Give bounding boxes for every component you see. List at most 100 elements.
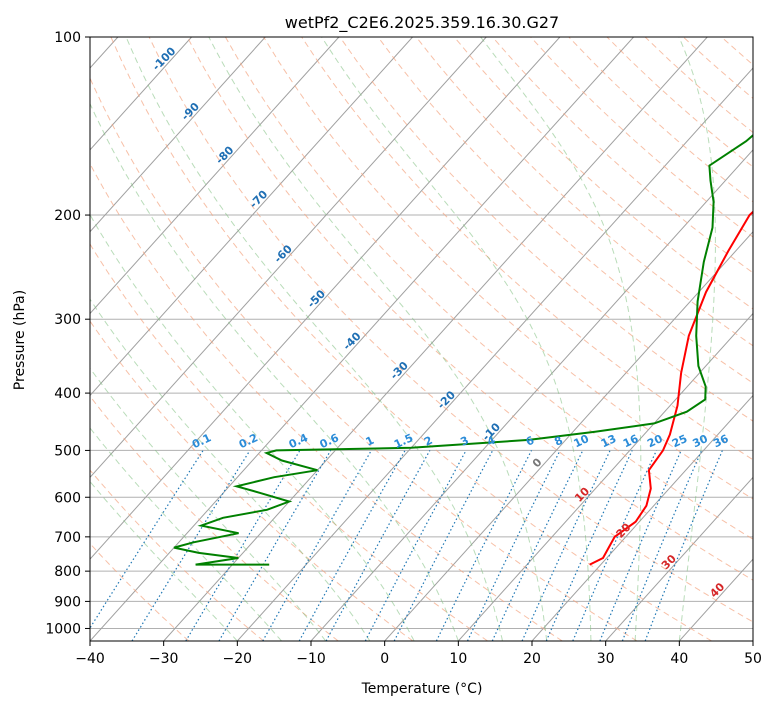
mixing-ratio-label: 0.2 [237, 431, 260, 451]
isotherm-line [678, 558, 753, 641]
isotherm-line [90, 37, 340, 315]
moist-adiabat [480, 37, 642, 641]
x-tick-label: 10 [449, 651, 467, 667]
dry-adiabat [377, 37, 753, 384]
mixing-ratio-label: 25 [670, 432, 689, 450]
mixing-ratio-label: 3 [458, 434, 470, 449]
dewpoint-profile-line [173, 134, 753, 566]
moist-adiabat [90, 213, 415, 641]
isotherm-line [605, 476, 753, 641]
y-tick-label: 900 [54, 594, 81, 610]
isotherm-line [531, 394, 753, 641]
mixing-ratio-label: 0.1 [190, 431, 213, 451]
isotherm-label: -90 [179, 100, 202, 123]
isotherm-label: -20 [435, 388, 458, 411]
isotherm-label: 40 [707, 580, 727, 600]
mixing-ratio-line [325, 450, 431, 641]
dry-adiabat [90, 243, 488, 641]
moist-adiabat [90, 298, 371, 641]
dry-adiabat [148, 37, 753, 623]
dry-adiabat [453, 37, 753, 310]
moist-adiabat [90, 480, 238, 641]
mixing-ratio-line [90, 450, 204, 630]
moist-adiabat [125, 37, 503, 641]
moist-adiabat [678, 37, 716, 641]
dry-adiabat [606, 37, 753, 168]
mixing-ratio-label: 6 [524, 434, 537, 449]
dry-adiabat [90, 162, 563, 641]
isotherm-line [90, 37, 487, 479]
mixing-ratio-label: 13 [599, 432, 618, 450]
dry-adiabat [415, 37, 753, 347]
mixing-ratio-line [262, 450, 372, 641]
dry-adiabat [644, 37, 753, 134]
x-tick-label: 50 [744, 651, 762, 667]
dry-adiabat [530, 37, 753, 238]
isotherm-label: -80 [213, 143, 236, 166]
isotherm-label: 30 [659, 552, 679, 572]
isotherm-line [90, 37, 634, 641]
y-tick-label: 800 [54, 564, 81, 580]
dry-adiabat [263, 37, 753, 500]
mixing-ratio-line [131, 450, 251, 641]
isotherm-label: 10 [572, 485, 592, 505]
mixing-ratio-line [572, 450, 658, 641]
isotherm-label: 0 [530, 455, 545, 470]
dry-adiabat [760, 37, 775, 641]
y-tick-label: 500 [54, 443, 81, 459]
mixing-ratio-label: 30 [691, 432, 711, 450]
mixing-ratio-label: 1 [364, 434, 376, 449]
dry-adiabat [110, 37, 712, 641]
isotherm-label: -40 [340, 329, 363, 352]
isotherm-line [90, 37, 266, 233]
dry-adiabat [90, 395, 339, 641]
y-tick-label: 100 [54, 30, 81, 46]
mixing-ratio-label: 0.4 [287, 431, 310, 451]
dry-adiabat [90, 469, 264, 641]
moist-adiabat [208, 37, 548, 641]
mixing-ratio-line [298, 450, 406, 641]
mixing-ratio-line [185, 450, 301, 641]
isotherm-label: -30 [388, 359, 411, 382]
mixing-ratio-label: 16 [621, 432, 641, 450]
x-tick-label: 40 [670, 651, 688, 667]
y-tick-label: 600 [54, 490, 81, 506]
mixing-ratio-line [644, 450, 723, 641]
x-axis-label: Temperature (°C) [361, 681, 483, 697]
x-tick-label: 20 [523, 651, 541, 667]
chart-title: wetPf2_C2E6.2025.359.16.30.G27 [285, 13, 559, 33]
mixing-ratio-line [393, 450, 494, 641]
y-tick-label: 700 [54, 530, 81, 546]
isotherm-line [236, 67, 753, 641]
mixing-ratio-label: 20 [645, 432, 665, 450]
isotherm-line [457, 312, 753, 641]
moist-adiabat [321, 37, 592, 641]
moist-adiabat [90, 367, 327, 641]
isotherm-label: -70 [247, 188, 270, 211]
isotherm-line [310, 149, 753, 641]
mixing-ratio-line [466, 450, 561, 641]
plot-frame [89, 36, 754, 642]
mixing-ratio-line [364, 450, 467, 641]
y-tick-label: 1000 [45, 621, 81, 637]
isotherm-line [90, 37, 561, 560]
dry-adiabat [90, 320, 414, 641]
isotherm-line [752, 640, 753, 641]
mixing-ratio-line [621, 450, 703, 641]
mixing-ratio-line [435, 450, 533, 641]
dry-adiabat [224, 37, 753, 540]
isotherm-line [90, 37, 192, 151]
y-tick-label: 400 [54, 386, 81, 402]
mixing-ratio-label: 36 [711, 432, 731, 450]
moist-adiabat [90, 427, 282, 641]
mixing-ratio-line [545, 450, 633, 641]
isotherm-line [384, 231, 753, 641]
isotherm-label: -100 [150, 44, 179, 73]
isotherm-line [163, 37, 708, 641]
mixing-ratio-label: 10 [572, 432, 592, 450]
dry-adiabat [90, 542, 190, 641]
x-tick-label: −10 [296, 651, 326, 667]
y-tick-label: 300 [54, 312, 81, 328]
mixing-ratio-line [491, 450, 584, 641]
